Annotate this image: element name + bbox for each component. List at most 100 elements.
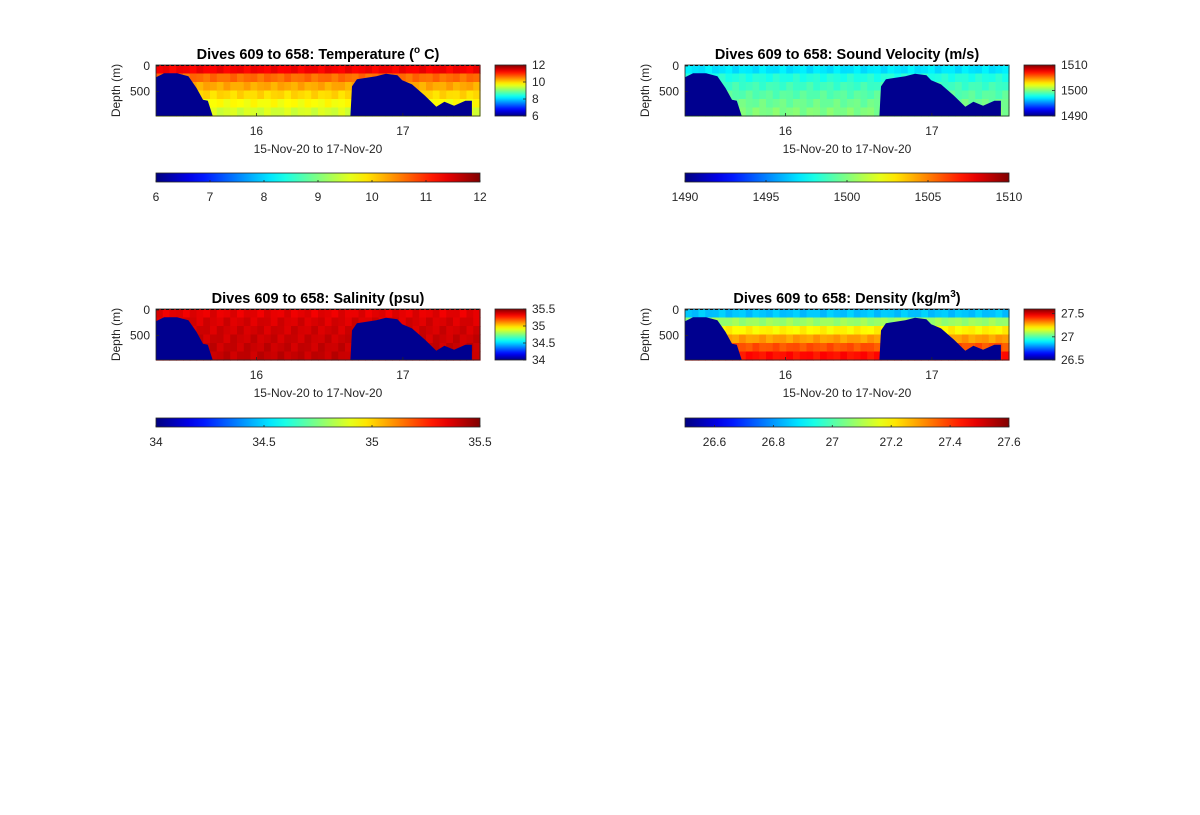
heatmap-cell — [473, 65, 481, 75]
heatmap-cell — [833, 309, 841, 319]
heatmap-cell — [793, 99, 801, 109]
heatmap-cell — [1002, 309, 1010, 319]
heatmap-cell — [210, 326, 218, 336]
heatmap-cell — [345, 107, 353, 117]
heatmap-cell — [799, 334, 808, 344]
heatmap-cell — [860, 343, 868, 353]
heatmap-cell — [405, 65, 414, 75]
heatmap-cell — [732, 334, 740, 344]
heatmap-cell — [446, 343, 454, 353]
heatmap-cell — [237, 334, 245, 344]
heatmap-cell — [718, 73, 727, 83]
heatmap-cell — [739, 82, 747, 92]
heatmap-cell — [304, 309, 312, 319]
heatmap-cell — [779, 90, 787, 100]
heatmap-cell — [1002, 107, 1010, 117]
heatmap-cell — [331, 326, 339, 336]
heatmap-cell — [203, 309, 211, 319]
heatmap-cell — [982, 317, 990, 327]
heatmap-cell — [968, 334, 976, 344]
heatmap-cell — [284, 73, 292, 83]
heatmap-cell — [432, 65, 441, 75]
heatmap-cell — [318, 351, 326, 361]
heatmap-cell — [453, 82, 461, 92]
heatmap-cell — [860, 82, 868, 92]
heatmap-cell — [745, 82, 754, 92]
heatmap-cell — [257, 99, 265, 109]
heatmap-cell — [853, 309, 862, 319]
heatmap-cell — [243, 343, 252, 353]
heatmap-cell — [826, 326, 835, 336]
heatmap-cell — [432, 309, 441, 319]
side-colorbar-tick-label: 27.5 — [1061, 307, 1085, 321]
heatmap-cell — [833, 73, 841, 83]
heatmap-cell — [718, 309, 727, 319]
heatmap-cell — [928, 309, 936, 319]
heatmap-cell — [345, 99, 353, 109]
heatmap-cell — [793, 317, 801, 327]
heatmap-cell — [412, 317, 420, 327]
heatmap-cell — [277, 65, 285, 75]
heatmap-cell — [230, 343, 238, 353]
heatmap-cell — [230, 90, 238, 100]
heatmap-cell — [243, 334, 252, 344]
heatmap-cell — [988, 326, 997, 336]
bottom-colorbar-tick-label: 27 — [826, 435, 840, 449]
heatmap-cell — [318, 90, 326, 100]
heatmap-cell — [284, 351, 292, 361]
heatmap-cell — [250, 343, 258, 353]
heatmap-cell — [331, 82, 339, 92]
heatmap-cell — [779, 334, 787, 344]
heatmap-cell — [961, 334, 970, 344]
heatmap-cell — [311, 334, 319, 344]
heatmap-cell — [779, 343, 787, 353]
side-colorbar-tick-label: 27 — [1061, 330, 1075, 344]
heatmap-cell — [874, 334, 882, 344]
heatmap-cell — [189, 317, 198, 327]
heatmap-cell — [432, 334, 441, 344]
heatmap-cell — [745, 309, 754, 319]
heatmap-cell — [196, 309, 204, 319]
heatmap-cell — [840, 99, 848, 109]
heatmap-cell — [928, 317, 936, 327]
heatmap-cell — [766, 82, 774, 92]
heatmap-cell — [860, 73, 868, 83]
heatmap-cell — [473, 326, 481, 336]
heatmap-cell — [466, 309, 474, 319]
heatmap-cell — [216, 107, 225, 117]
y-axis-label: Depth (m) — [109, 64, 123, 117]
heatmap-cell — [365, 65, 373, 75]
heatmap-cell — [718, 65, 727, 75]
heatmap-cell — [698, 309, 706, 319]
heatmap-cell — [975, 99, 983, 109]
heatmap-cell — [183, 309, 191, 319]
heatmap-cell — [473, 351, 481, 361]
heatmap-cell — [698, 65, 706, 75]
heatmap-cell — [331, 73, 339, 83]
heatmap-cell — [324, 309, 333, 319]
heatmap-cell — [372, 309, 380, 319]
heatmap-cell — [745, 90, 754, 100]
heatmap-cell — [446, 82, 454, 92]
heatmap-cell — [432, 317, 441, 327]
heatmap-cell — [338, 334, 346, 344]
heatmap-cell — [847, 317, 855, 327]
heatmap-cell — [813, 82, 821, 92]
heatmap-cell — [982, 73, 990, 83]
heatmap-cell — [840, 326, 848, 336]
heatmap-cell — [732, 309, 740, 319]
side-colorbar-tick-label: 10 — [532, 75, 546, 89]
heatmap-cell — [210, 334, 218, 344]
heatmap-cell — [270, 351, 279, 361]
heatmap-cell — [304, 82, 312, 92]
heatmap-cell — [264, 326, 272, 336]
heatmap-cell — [847, 334, 855, 344]
heatmap-cell — [968, 65, 976, 75]
heatmap-cell — [446, 90, 454, 100]
heatmap-cell — [799, 317, 808, 327]
heatmap-cell — [270, 107, 279, 117]
heatmap-cell — [806, 309, 814, 319]
heatmap-cell — [318, 326, 326, 336]
heatmap-cell — [324, 73, 333, 83]
heatmap-cell — [887, 73, 895, 83]
